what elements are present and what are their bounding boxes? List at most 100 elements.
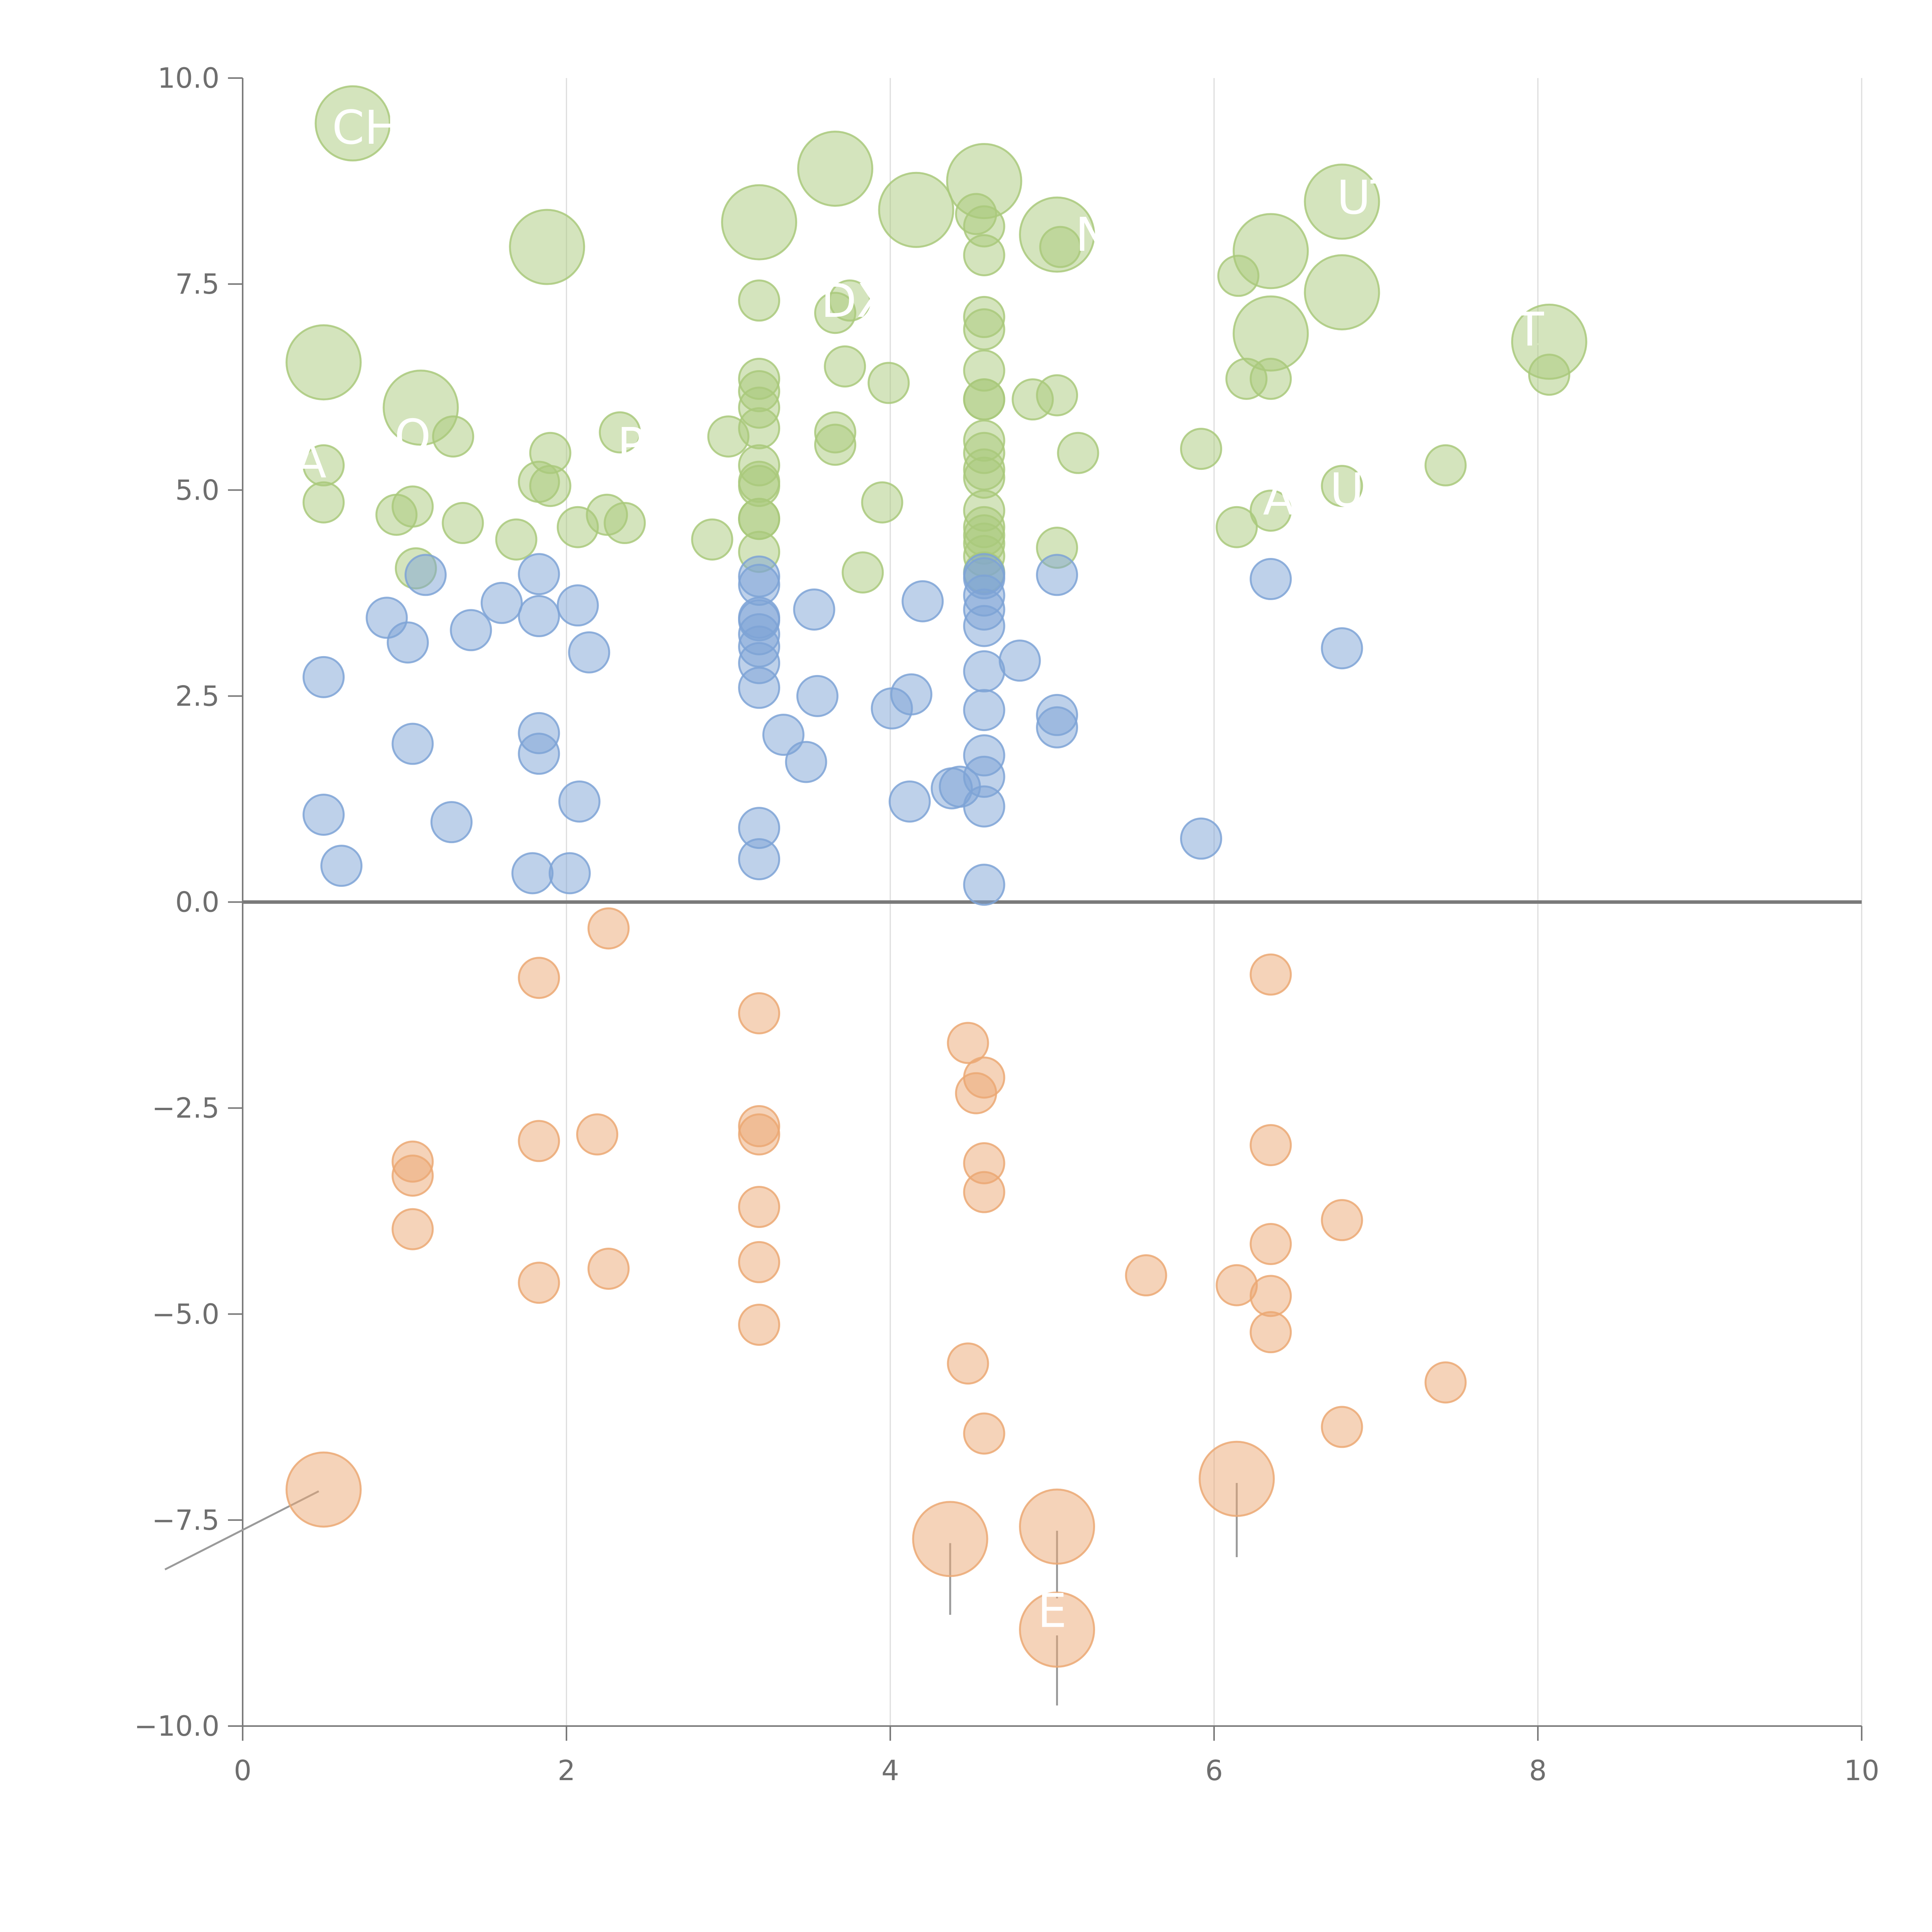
orange-point (587, 1247, 630, 1290)
green-point (1217, 255, 1260, 297)
point-label: P (617, 418, 645, 472)
green-point (842, 551, 884, 594)
green-point (828, 279, 871, 322)
y-tick-label: −10.0 (134, 1710, 219, 1742)
green-point (442, 502, 484, 544)
point-label: O (395, 410, 431, 464)
blue-point (998, 639, 1041, 682)
green-point (1424, 444, 1467, 486)
x-tick-label: 2 (558, 1754, 575, 1787)
blue-point (404, 554, 447, 596)
green-point (738, 279, 781, 322)
y-tick-label: 2.5 (175, 680, 219, 712)
green-point (303, 481, 345, 524)
green-point (861, 481, 903, 524)
y-tick-label: 0.0 (175, 886, 219, 918)
x-tick-label: 0 (234, 1754, 252, 1787)
blue-point (1180, 817, 1222, 860)
orange-point (738, 1303, 781, 1346)
y-tick-label: −2.5 (152, 1092, 219, 1124)
blue-point (518, 595, 560, 638)
point-label: E (1037, 1584, 1067, 1638)
orange-point (1019, 1488, 1095, 1565)
data-points (286, 85, 1587, 1668)
blue-point (480, 582, 523, 624)
blue-point (518, 733, 560, 775)
y-tick-label: −5.0 (152, 1298, 219, 1330)
blue-point (1036, 706, 1078, 748)
blue-point (785, 741, 827, 783)
green-point (738, 461, 781, 503)
y-tick-label: −7.5 (152, 1504, 219, 1536)
orange-point (947, 1022, 989, 1064)
orange-point (1424, 1361, 1467, 1404)
axes: 10.0 7.5 5.0 2.5 0.0 −2.5 −5.0 −7.5 −10.0 0 2 4 6 8 10 (134, 62, 1879, 1787)
green-point (495, 518, 537, 561)
orange-point (1250, 953, 1292, 996)
green-point (1321, 465, 1363, 507)
orange-point (963, 1171, 1005, 1213)
green-point (814, 423, 857, 466)
orange-point (391, 1154, 434, 1197)
orange-point (1250, 1223, 1292, 1265)
orange-point (947, 1342, 989, 1385)
green-point (375, 493, 418, 536)
x-tick-label: 4 (881, 1754, 899, 1787)
blue-point (796, 675, 838, 717)
green-point (529, 465, 571, 507)
blue-point (558, 780, 601, 823)
y-tick-label: 5.0 (175, 474, 219, 506)
green-point (878, 172, 954, 248)
orange-point (1199, 1440, 1275, 1517)
y-tick-label: 10.0 (158, 62, 219, 94)
blue-point (762, 714, 804, 756)
green-point (1304, 254, 1380, 330)
blue-point (548, 852, 591, 895)
blue-point (320, 845, 363, 887)
point-label: A (1263, 472, 1295, 526)
blue-point (391, 723, 434, 765)
blue-point (793, 588, 835, 631)
green-point (721, 184, 798, 260)
blue-point (888, 780, 931, 823)
orange-point (1125, 1254, 1167, 1297)
blue-point (1321, 627, 1363, 670)
blue-point (450, 609, 492, 651)
orange-point (1321, 1199, 1363, 1242)
point-label: DX (821, 274, 889, 328)
green-point (1250, 490, 1292, 532)
blue-point (963, 650, 1005, 692)
blue-point (518, 553, 560, 595)
point-label: CHE (332, 101, 429, 155)
blue-point (1036, 554, 1078, 596)
blue-point (556, 584, 599, 627)
x-tick-label: 10 (1844, 1754, 1879, 1787)
green-point (691, 518, 733, 561)
orange-point (1250, 1311, 1292, 1354)
orange-point (738, 1241, 781, 1283)
blue-point (930, 767, 973, 810)
orange-point (738, 992, 781, 1034)
green-point (707, 415, 750, 458)
blue-point (511, 852, 554, 895)
green-point (315, 85, 391, 162)
green-point (1304, 163, 1380, 240)
orange-point (587, 907, 630, 950)
orange-point (518, 1120, 560, 1162)
green-point (797, 131, 874, 207)
green-point (963, 234, 1005, 276)
green-point (556, 506, 599, 548)
blue-point (1250, 558, 1292, 600)
blue-point (430, 801, 473, 844)
x-tick-label: 8 (1529, 1754, 1547, 1787)
orange-point (518, 957, 560, 999)
orange-point (391, 1208, 434, 1250)
blue-point (963, 864, 1005, 906)
orange-point (738, 1186, 781, 1228)
orange-point (955, 1072, 997, 1114)
green-point (1250, 357, 1292, 400)
green-point (1528, 354, 1570, 396)
blue-point (303, 656, 345, 698)
green-point (1180, 428, 1222, 470)
